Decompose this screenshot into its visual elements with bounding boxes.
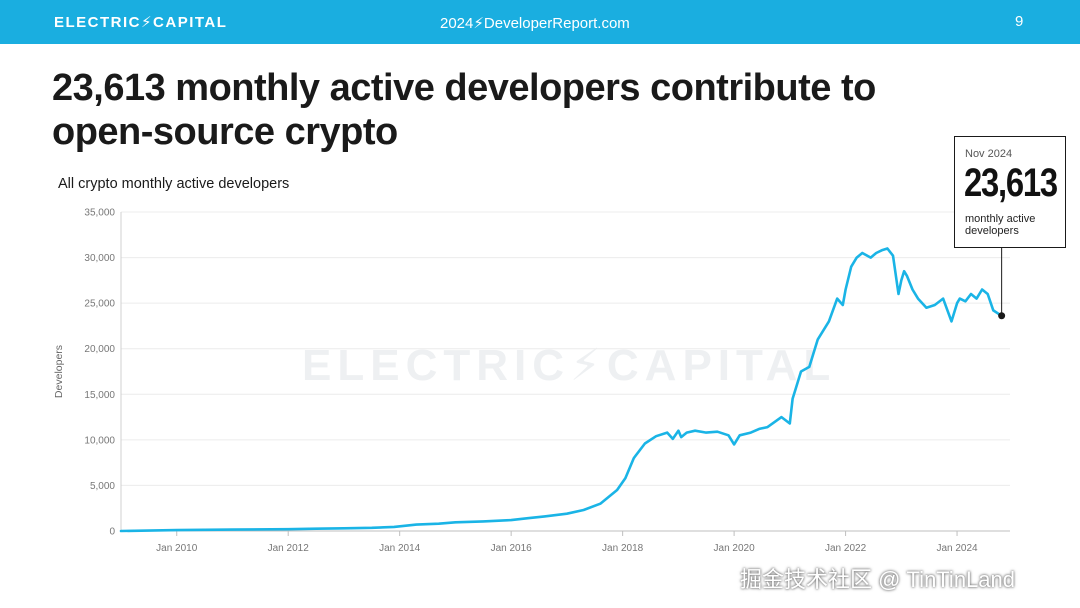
latest-value-callout: Nov 2024 23,613 monthly active developer… [954,136,1066,248]
y-tick-label: 10,000 [84,435,115,446]
series-line [119,247,1003,533]
y-tick-label: 15,000 [84,390,115,401]
y-tick-label: 5,000 [90,481,115,492]
brand-logo: ELECTRIC⚡CAPITAL [54,14,228,31]
y-tick-label: 25,000 [84,299,115,310]
y-axis: 0 5,000 10,000 15,000 20,000 25,000 30,000 35,0… [84,208,115,538]
end-point-marker [998,312,1006,320]
x-tick-label: Jan 2018 [602,543,644,554]
x-tick-label: Jan 2020 [714,543,756,554]
chart-title: All crypto monthly active developers [58,176,290,192]
x-tick-label: Jan 2014 [379,543,421,554]
callout-value: 23,613 [964,161,1058,205]
page-title: 23,613 monthly active developers contrib… [52,67,876,153]
x-tick-label: Jan 2022 [825,543,867,554]
x-tick-label: Jan 2016 [491,543,533,554]
report-url[interactable]: 2024⚡DeveloperReport.com [440,15,630,32]
top-bar: ELECTRIC⚡CAPITAL 2024⚡DeveloperReport.co… [0,0,1080,44]
x-axis: Jan 2010 Jan 2012 Jan 2014 Jan 2016 Jan 2018… [156,531,978,554]
y-tick-label: 35,000 [84,208,115,219]
x-tick-label: Jan 2024 [936,543,978,554]
page-number: 9 [1015,13,1024,30]
callout-label: monthly active developers [965,213,1036,237]
y-axis-label: Developers [53,345,65,398]
x-tick-label: Jan 2012 [268,543,310,554]
x-tick-label: Jan 2010 [156,543,198,554]
callout-date: Nov 2024 [965,148,1013,160]
y-tick-label: 20,000 [84,344,115,355]
chart-grid [120,211,1010,532]
y-tick-label: 30,000 [84,253,115,264]
y-tick-label: 0 [109,527,115,538]
source-watermark: 掘金技术社区 @ TinTinLand [740,567,1015,592]
